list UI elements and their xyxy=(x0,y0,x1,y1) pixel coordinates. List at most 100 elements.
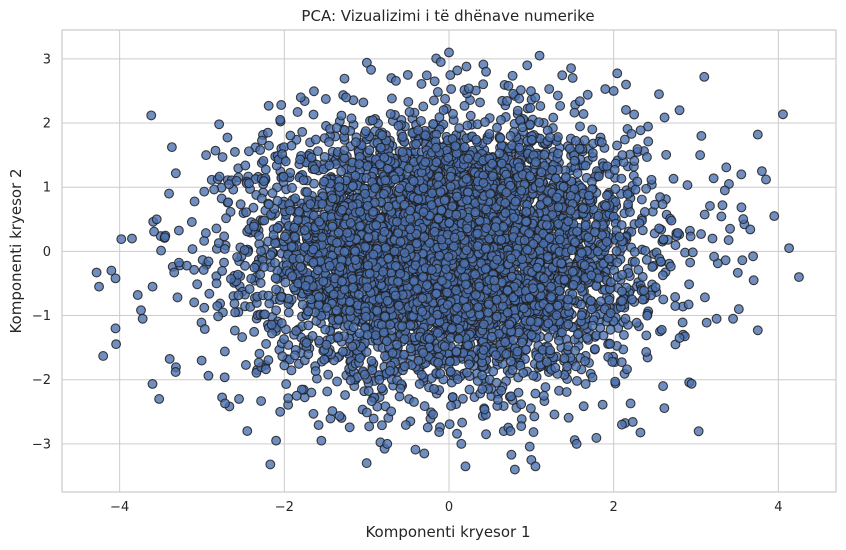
data-point xyxy=(376,383,387,394)
data-point xyxy=(452,428,462,439)
data-point xyxy=(670,240,681,251)
data-point xyxy=(464,384,475,395)
data-point xyxy=(166,142,177,153)
data-point xyxy=(447,392,458,403)
data-point xyxy=(507,70,518,81)
data-point xyxy=(535,101,546,112)
data-point xyxy=(271,305,282,316)
data-point xyxy=(575,121,585,132)
data-point xyxy=(569,107,580,118)
data-point xyxy=(312,146,323,157)
data-point xyxy=(322,386,333,397)
data-point xyxy=(156,245,167,256)
data-point xyxy=(582,89,593,100)
data-point xyxy=(462,120,473,131)
data-point xyxy=(610,184,621,194)
data-point xyxy=(281,379,292,390)
data-point xyxy=(778,109,788,120)
data-point xyxy=(214,119,225,130)
data-point xyxy=(637,294,648,305)
data-point xyxy=(219,257,229,268)
data-point xyxy=(255,145,266,156)
data-point xyxy=(745,224,756,235)
data-point xyxy=(620,313,631,324)
data-point xyxy=(319,354,330,365)
data-point xyxy=(529,411,540,422)
data-point xyxy=(235,199,246,210)
data-point xyxy=(404,107,415,117)
data-point xyxy=(593,171,604,182)
data-point xyxy=(567,73,578,83)
data-point xyxy=(149,226,160,237)
data-point xyxy=(189,297,200,308)
data-point xyxy=(244,284,255,295)
data-point xyxy=(630,256,640,267)
data-point xyxy=(198,265,209,275)
data-point xyxy=(605,324,616,335)
data-point xyxy=(524,441,535,452)
data-point xyxy=(173,225,184,236)
data-point xyxy=(646,174,657,185)
data-point xyxy=(627,294,637,305)
chart-title: PCA: Vizualizimi i të dhënave numerike xyxy=(301,7,594,25)
data-point xyxy=(279,360,290,371)
data-point xyxy=(635,125,646,136)
data-point xyxy=(516,399,527,410)
data-point xyxy=(725,223,735,234)
data-point xyxy=(192,279,203,290)
data-point xyxy=(699,209,710,220)
data-point xyxy=(254,348,265,359)
data-point xyxy=(709,251,720,262)
data-point xyxy=(530,388,541,399)
data-point xyxy=(261,338,272,349)
data-point xyxy=(549,409,560,420)
data-point xyxy=(479,404,490,415)
data-point xyxy=(514,93,525,104)
data-point xyxy=(650,282,661,293)
data-point xyxy=(657,270,668,281)
data-point xyxy=(196,355,207,366)
data-point xyxy=(332,376,343,387)
data-point xyxy=(528,427,539,438)
data-point xyxy=(721,162,732,173)
data-point xyxy=(203,370,214,381)
data-point xyxy=(452,65,463,76)
data-point xyxy=(563,412,574,423)
data-point xyxy=(506,449,517,460)
data-point xyxy=(448,108,458,119)
data-point xyxy=(459,100,470,111)
data-point xyxy=(422,422,433,433)
data-point xyxy=(226,273,236,284)
data-point xyxy=(616,173,627,184)
data-point xyxy=(444,419,455,430)
data-point xyxy=(708,173,719,184)
data-point xyxy=(677,317,688,328)
data-point xyxy=(457,393,468,404)
data-point xyxy=(525,86,536,97)
data-point xyxy=(204,288,215,299)
data-point xyxy=(219,231,230,242)
data-point xyxy=(463,83,474,94)
data-point xyxy=(562,361,573,372)
data-point xyxy=(358,97,369,108)
data-point xyxy=(229,325,240,336)
data-point xyxy=(578,401,589,412)
data-point xyxy=(429,76,440,87)
data-point xyxy=(303,349,314,360)
data-point xyxy=(211,223,222,234)
data-point xyxy=(639,207,650,217)
data-point xyxy=(416,115,426,126)
data-point xyxy=(654,223,665,234)
data-point xyxy=(308,109,319,120)
data-point xyxy=(346,113,357,124)
data-point xyxy=(659,403,670,414)
data-point xyxy=(475,97,485,108)
data-point xyxy=(200,228,211,239)
data-point xyxy=(670,292,681,302)
data-point xyxy=(364,421,375,432)
data-point xyxy=(219,346,230,357)
data-point xyxy=(213,238,224,248)
data-point xyxy=(219,372,230,383)
data-point xyxy=(199,186,210,197)
